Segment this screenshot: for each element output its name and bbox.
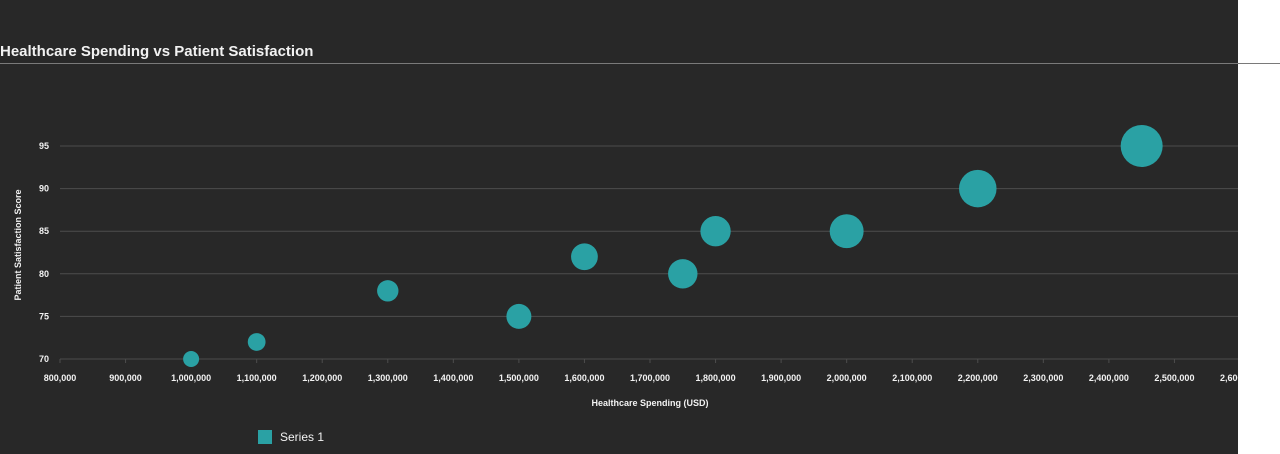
x-tick-label: 1,700,000	[630, 373, 670, 383]
y-tick-label: 80	[39, 269, 49, 279]
title-divider	[0, 63, 1280, 64]
x-tick-label: 1,400,000	[433, 373, 473, 383]
x-tick-label: 2,000,000	[827, 373, 867, 383]
y-tick-label: 90	[39, 184, 49, 194]
data-point	[700, 216, 731, 247]
data-point	[959, 169, 997, 208]
legend-label: Series 1	[280, 430, 325, 444]
x-tick-label: 1,500,000	[499, 373, 539, 383]
data-point	[183, 351, 200, 367]
x-tick-label: 1,200,000	[302, 373, 342, 383]
data-point	[571, 243, 598, 271]
data-point	[247, 333, 266, 351]
x-tick-label: 2,400,000	[1089, 373, 1129, 383]
legend-swatch	[258, 430, 272, 444]
y-tick-label: 95	[39, 141, 49, 151]
y-tick-label: 85	[39, 226, 49, 236]
x-tick-label: 2,100,000	[892, 373, 932, 383]
x-tick-label: 1,300,000	[368, 373, 408, 383]
x-tick-label: 1,600,000	[564, 373, 604, 383]
x-tick-label: 2,500,000	[1154, 373, 1194, 383]
data-point	[1120, 125, 1163, 167]
x-tick-label: 2,200,000	[958, 373, 998, 383]
y-tick-label: 70	[39, 354, 49, 364]
chart-panel: Healthcare Spending vs Patient Satisfact…	[0, 0, 1238, 454]
x-tick-label: 1,000,000	[171, 373, 211, 383]
x-tick-label: 2,600,000	[1220, 373, 1238, 383]
scatter-chart: 70 75 80 85 90 95 800,000 900,000 1,000,000 1,100…	[13, 125, 1238, 408]
x-tick-label: 1,800,000	[696, 373, 736, 383]
data-point	[377, 280, 399, 302]
data-point	[829, 214, 864, 249]
x-tick-label: 1,100,000	[237, 373, 277, 383]
x-tick-label: 800,000	[44, 373, 77, 383]
x-axis-label: Healthcare Spending (USD)	[591, 398, 708, 408]
data-point	[506, 303, 532, 329]
data-point	[668, 259, 698, 289]
chart-title: Healthcare Spending vs Patient Satisfact…	[0, 43, 314, 60]
x-tick-label: 1,900,000	[761, 373, 801, 383]
x-tick-label: 900,000	[109, 373, 142, 383]
y-tick-label: 75	[39, 311, 49, 321]
y-axis-label: Patient Satisfaction Score	[13, 189, 23, 300]
x-tick-label: 2,300,000	[1023, 373, 1063, 383]
legend[interactable]: Series 1	[258, 430, 324, 444]
